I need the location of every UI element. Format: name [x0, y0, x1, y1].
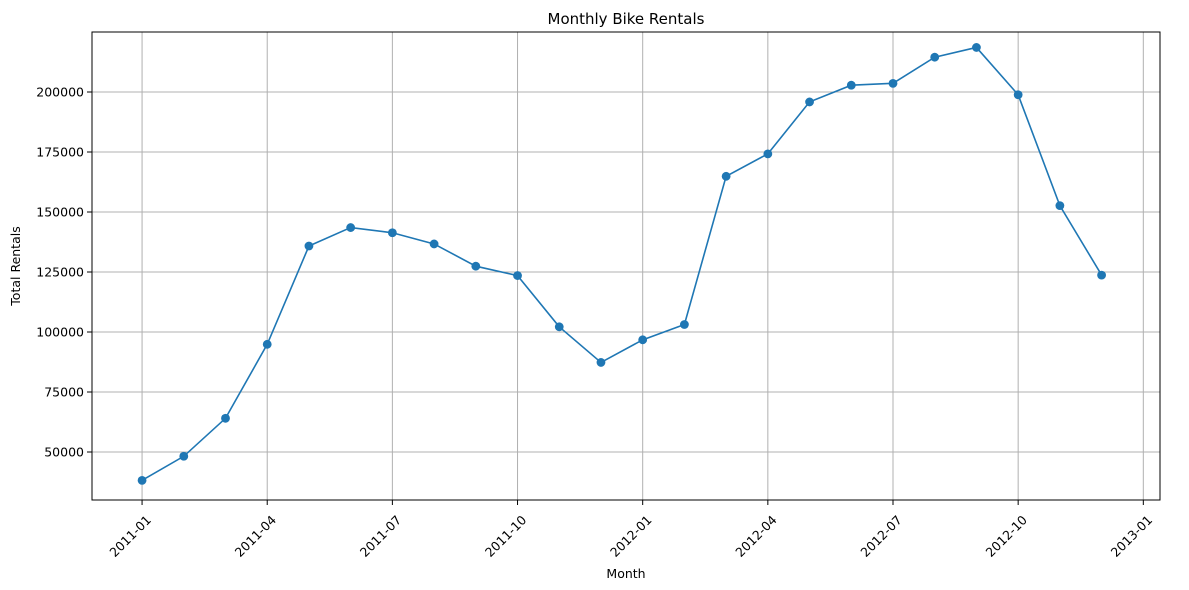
y-tick-label: 125000	[36, 265, 84, 280]
data-point	[1097, 270, 1106, 280]
plot-frame	[91, 31, 1161, 501]
x-axis-label: Month	[606, 566, 645, 581]
data-point	[888, 78, 898, 88]
y-tick-label: 75000	[44, 385, 84, 400]
data-point	[471, 261, 481, 271]
x-tick-label: 2012-04	[732, 512, 780, 560]
series-line	[141, 46, 1103, 482]
y-tick-label: 175000	[36, 145, 84, 160]
data-point	[1013, 90, 1023, 100]
x-tick-label: 2011-07	[357, 512, 405, 560]
x-tick-label: 2012-10	[983, 512, 1031, 560]
data-point	[554, 322, 564, 332]
data-point	[513, 271, 522, 280]
x-tick-label: 2011-01	[106, 512, 154, 560]
y-tick-label: 50000	[44, 445, 84, 460]
data-point	[304, 241, 314, 251]
data-point	[680, 320, 689, 329]
data-point	[221, 413, 230, 423]
y-tick-label: 100000	[36, 325, 84, 340]
grid-layer	[92, 32, 1160, 500]
data-point	[1055, 201, 1065, 211]
data-point	[930, 52, 940, 62]
data-point	[596, 358, 606, 367]
ticks-layer: 2011-01 2011-04 2011-07 2011-10 2012-01 2012-…	[36, 85, 1155, 560]
x-tick-label: 2011-10	[482, 512, 530, 560]
y-tick-label: 150000	[36, 205, 84, 220]
data-point	[638, 335, 648, 345]
chart-title: Monthly Bike Rentals	[548, 10, 705, 28]
data-point	[763, 149, 773, 159]
data-point	[137, 475, 147, 485]
x-tick-label: 2012-07	[857, 512, 905, 560]
data-point	[846, 80, 856, 90]
data-point	[387, 228, 397, 238]
y-axis-label: Total Rentals	[8, 226, 23, 306]
data-point	[179, 451, 189, 461]
y-tick-label: 200000	[36, 85, 84, 100]
data-point	[805, 97, 814, 107]
data-point	[262, 339, 272, 349]
x-tick-label: 2012-01	[607, 512, 655, 560]
data-point	[972, 43, 981, 52]
series-layer	[137, 43, 1106, 485]
x-tick-label: 2011-04	[232, 512, 280, 560]
x-tick-label: 2013-01	[1108, 512, 1156, 560]
data-point	[346, 223, 356, 232]
data-point	[721, 171, 731, 181]
data-point	[429, 239, 439, 249]
